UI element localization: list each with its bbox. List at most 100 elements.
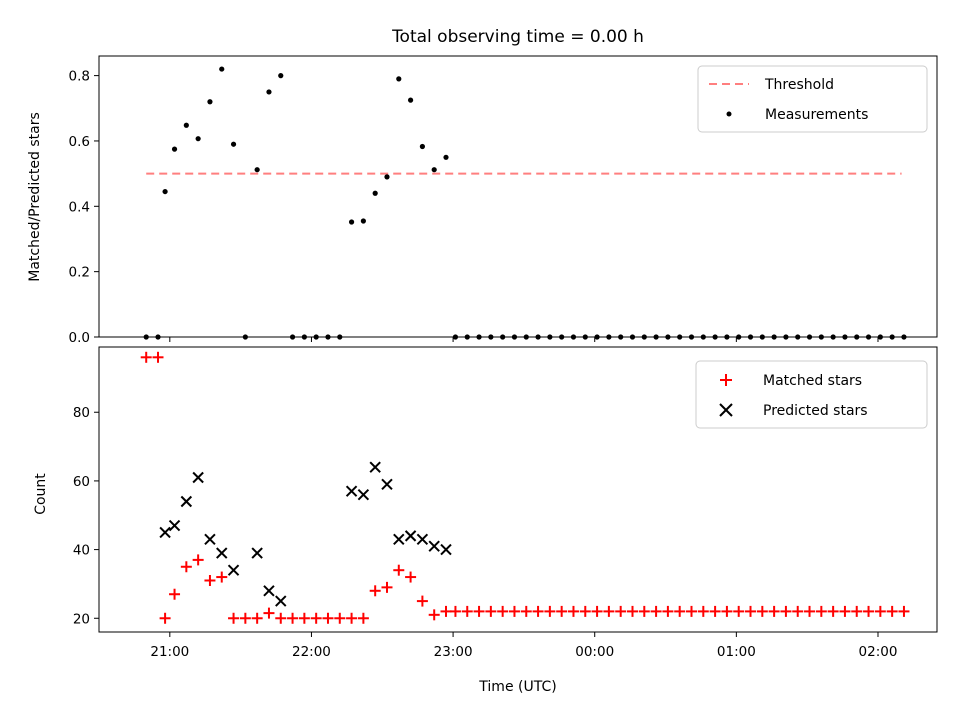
matched-star-point [686, 605, 698, 617]
measurement-point [195, 136, 201, 142]
measurement-point [372, 190, 378, 196]
legend-predicted-label: Predicted stars [763, 403, 868, 419]
predicted-star-point [440, 543, 452, 556]
predicted-star-point [369, 461, 381, 473]
matched-star-point [780, 605, 792, 617]
predicted-star-point [393, 533, 405, 545]
matched-star-point [815, 605, 827, 617]
legend-predicted-swatch [719, 403, 733, 417]
matched-star-point [346, 612, 358, 624]
matched-star-point [239, 612, 251, 624]
predicted-star-point [345, 485, 358, 497]
matched-star-point [263, 607, 275, 619]
matched-stars-series [140, 351, 910, 624]
matched-star-point [275, 612, 287, 624]
matched-star-point [251, 612, 263, 624]
measurement-point [278, 73, 284, 79]
bottom-xtick-label: 00:00 [575, 644, 614, 660]
matched-star-point [508, 605, 520, 617]
matched-star-point [357, 612, 369, 624]
predicted-star-point [381, 478, 393, 491]
predicted-star-stroke-b [357, 488, 370, 501]
matched-star-point [204, 574, 216, 586]
matched-star-point [485, 605, 497, 617]
predicted-star-stroke-b [440, 543, 452, 556]
matched-star-point [393, 564, 405, 576]
matched-star-point [497, 605, 509, 617]
matched-star-point [216, 571, 228, 583]
matched-star-point [662, 605, 674, 617]
matched-star-point [768, 605, 780, 617]
bottom-legend-box [695, 360, 928, 429]
matched-star-point [863, 605, 875, 617]
matched-star-point [792, 605, 804, 617]
bottom-axes-frame [98, 346, 938, 633]
measurement-point [443, 154, 449, 160]
predicted-star-stroke-b [393, 533, 405, 545]
matched-star-point [159, 612, 171, 624]
top-legend-box [697, 65, 928, 133]
bottom-ytick-label: 40 [73, 543, 90, 559]
top-ytick-label: 0.0 [69, 330, 90, 346]
bottom-xtick-label: 22:00 [292, 644, 331, 660]
top-ytick-label: 0.2 [69, 265, 90, 281]
bottom-legend: Matched stars Predicted stars [695, 360, 928, 429]
predicted-star-stroke-b [263, 585, 275, 597]
predicted-star-stroke-b [369, 461, 381, 473]
predicted-star-stroke-b [180, 495, 193, 508]
measurement-point [183, 122, 189, 128]
matched-star-point [381, 581, 393, 593]
matched-star-point [322, 612, 334, 624]
measurement-point [171, 146, 178, 152]
legend-matched-label: Matched stars [763, 373, 862, 389]
predicted-star-stroke-b [404, 530, 417, 542]
predicted-star-point [404, 530, 417, 542]
top-ytick-label: 0.6 [69, 134, 90, 150]
matched-star-point [532, 605, 544, 617]
predicted-star-stroke-b [428, 540, 440, 552]
top-legend: Threshold Measurements [697, 65, 928, 133]
matched-star-point [615, 605, 627, 617]
predicted-star-point [428, 540, 440, 552]
bottom-xtick-label: 23:00 [434, 644, 473, 660]
legend-threshold-label: Threshold [764, 77, 834, 93]
matched-star-point [544, 605, 556, 617]
matched-star-point [140, 351, 152, 363]
matched-star-point [898, 605, 910, 617]
matched-star-point [839, 605, 851, 617]
measurement-point [360, 218, 366, 224]
matched-star-point [180, 561, 192, 573]
legend-measurements-label: Measurements [765, 107, 868, 123]
predicted-star-stroke-b [192, 471, 204, 484]
predicted-star-point [263, 585, 275, 597]
predicted-star-stroke-b [275, 595, 287, 607]
legend-measurements-swatch [726, 111, 732, 117]
bottom-xtick-label: 21:00 [150, 644, 189, 660]
measurement-point [254, 167, 260, 173]
matched-star-point [556, 605, 568, 617]
matched-star-point [697, 605, 709, 617]
predicted-star-stroke-b [381, 478, 393, 491]
matched-star-point [579, 605, 591, 617]
matched-star-point [886, 605, 898, 617]
top-axes-frame [98, 55, 938, 338]
matched-star-point [733, 605, 745, 617]
predicted-star-point [416, 533, 429, 545]
predicted-star-point [168, 519, 181, 532]
predicted-star-stroke-b [345, 485, 358, 497]
matched-star-point [369, 585, 381, 597]
matched-star-point [567, 605, 579, 617]
measurement-point [207, 99, 213, 105]
predicted-star-stroke-b [204, 533, 216, 545]
predicted-star-stroke-b [216, 547, 228, 559]
bottom-panel: 20 40 60 80 21:00 22:00 23:00 00:00 01:00 02:00 C… [33, 346, 938, 695]
legend-matched-swatch [720, 374, 732, 386]
matched-star-point [334, 612, 346, 624]
bottom-ytick-label: 80 [73, 405, 90, 421]
top-panel: 0.00.20.40.60.8 Matched/Predicted stars … [27, 55, 938, 346]
matched-star-point [721, 605, 733, 617]
bottom-axis-ticks: 20 40 60 80 21:00 22:00 23:00 00:00 01:00 02:00 [73, 405, 898, 660]
matched-star-point [520, 605, 532, 617]
measurement-point [162, 188, 168, 195]
